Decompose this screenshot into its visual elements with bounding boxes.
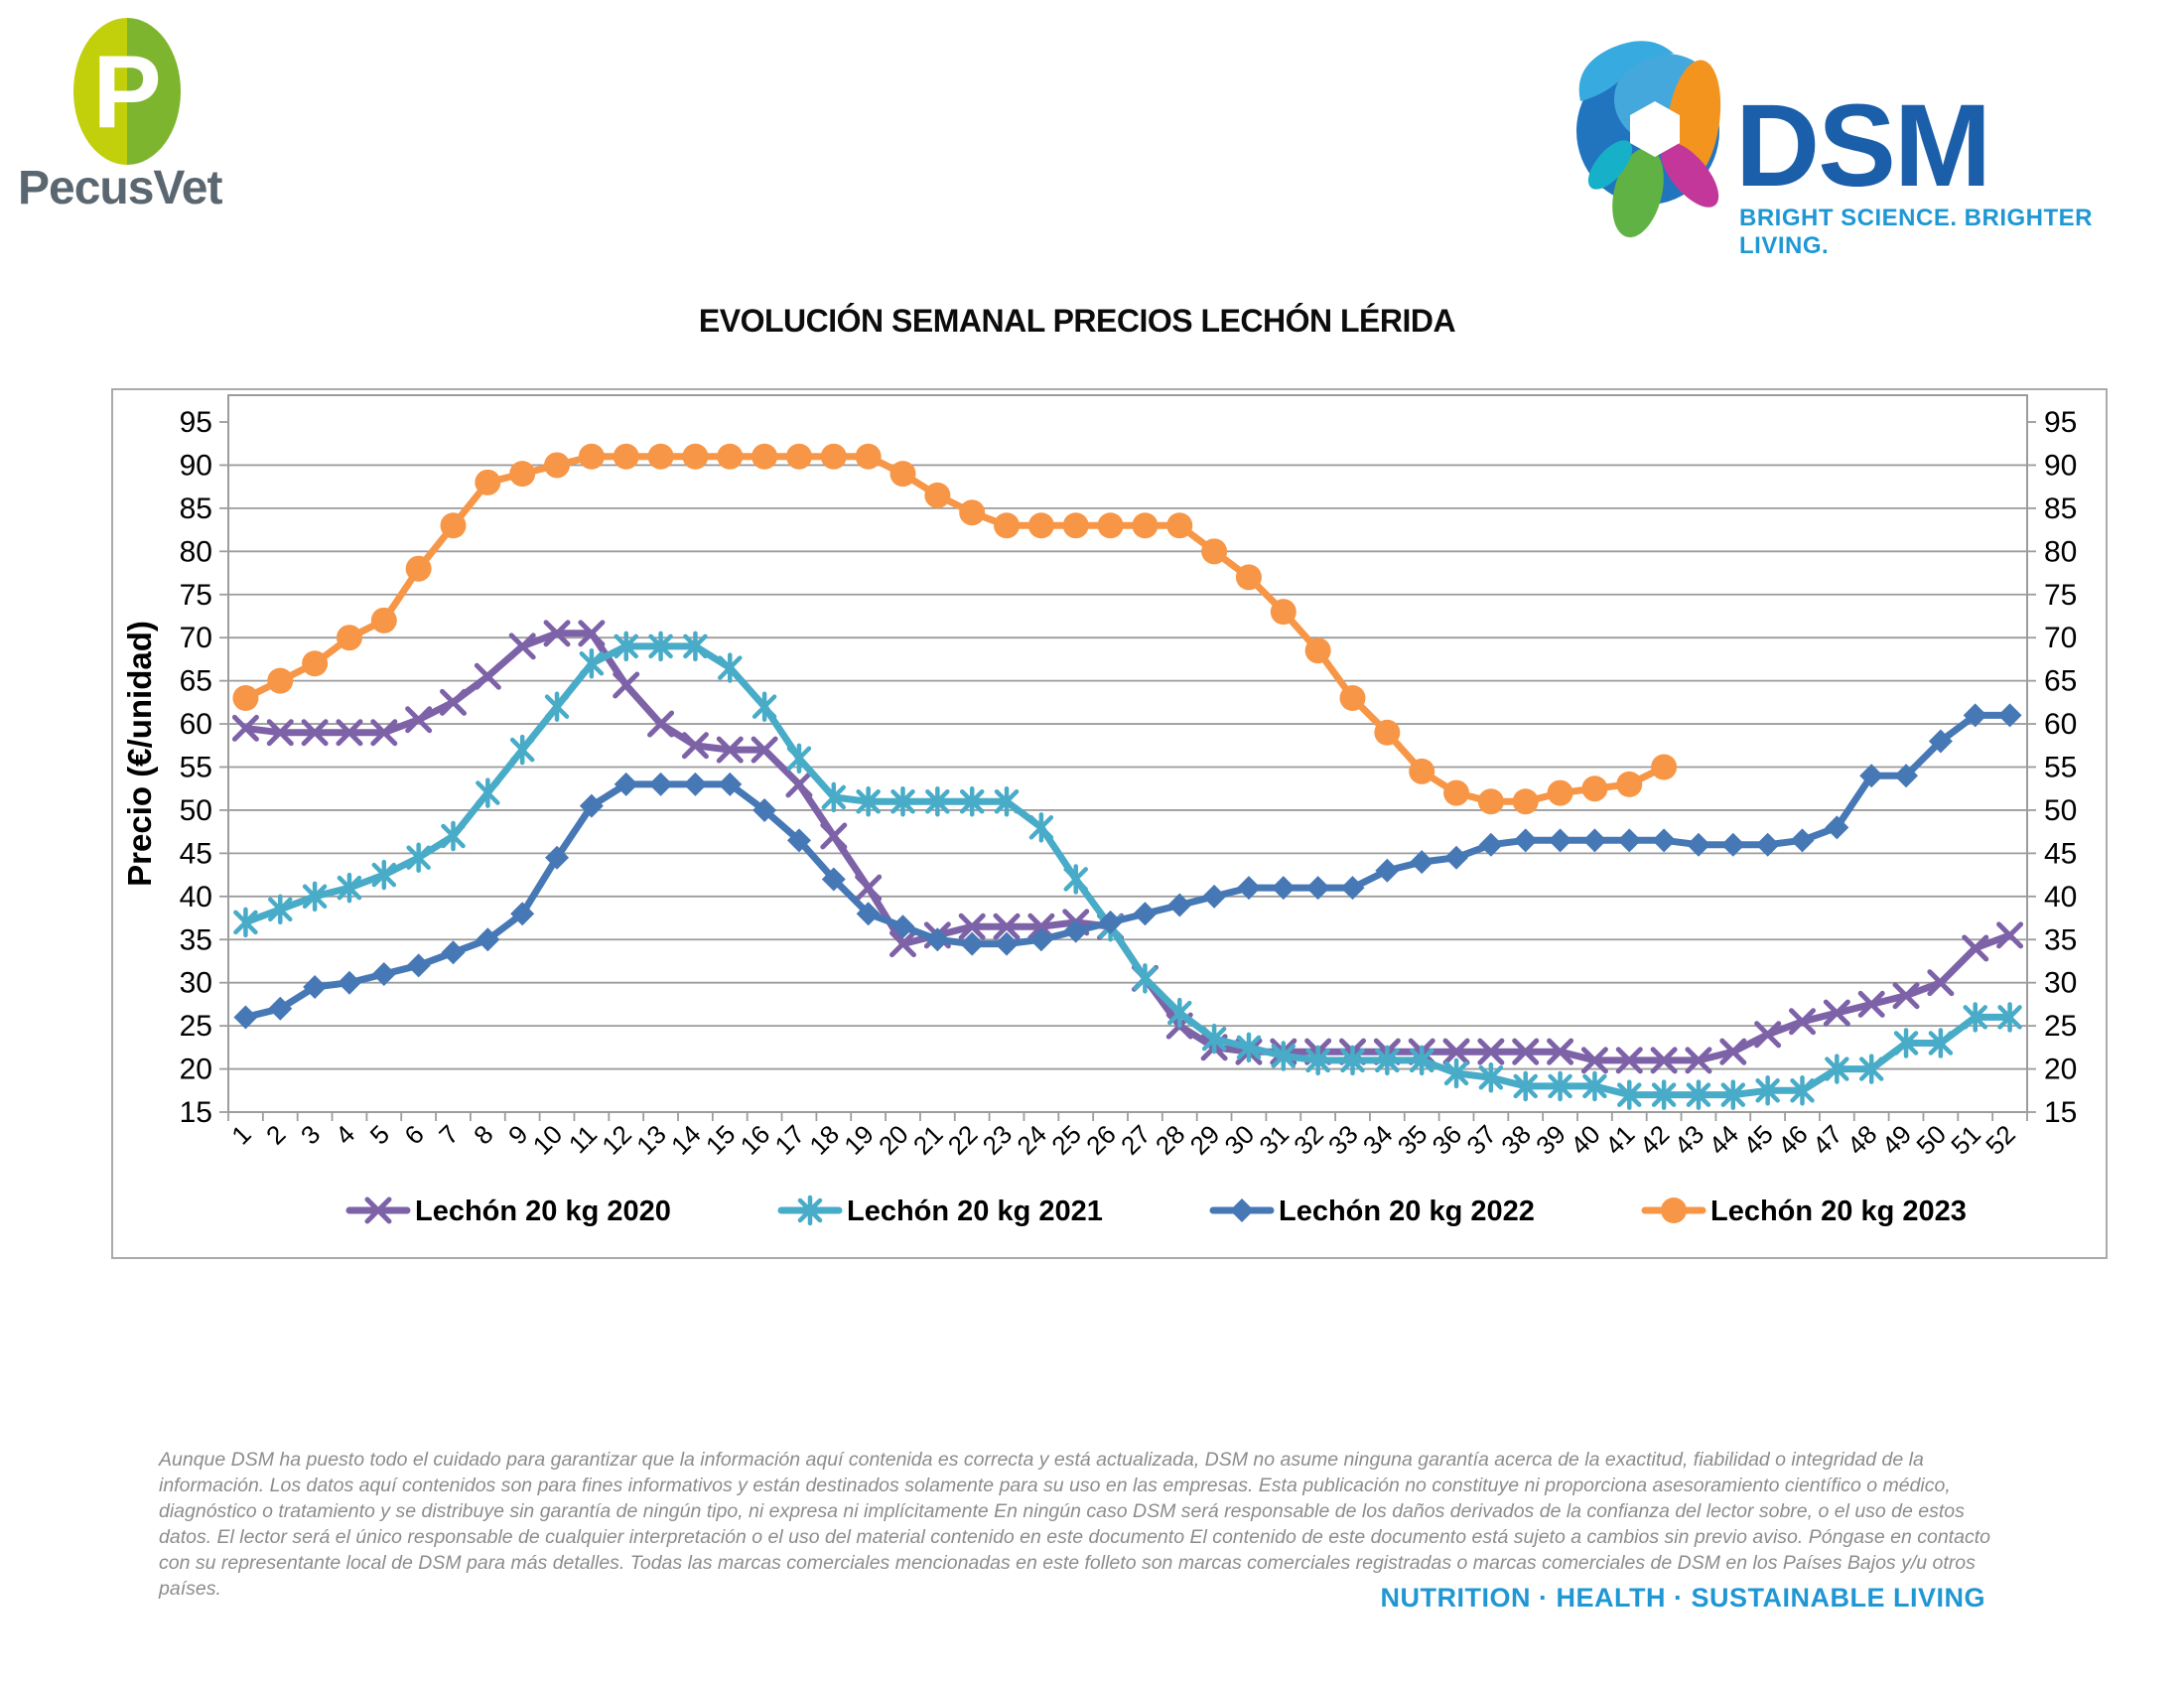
svg-text:70: 70 bbox=[180, 622, 212, 654]
svg-text:20: 20 bbox=[180, 1054, 212, 1086]
svg-text:35: 35 bbox=[180, 923, 212, 956]
pecusvet-wordmark: PecusVet bbox=[18, 162, 222, 214]
series-lech-n-20-kg-2022 bbox=[233, 703, 2022, 1030]
pecusvet-logo-icon: P bbox=[73, 18, 181, 165]
svg-text:55: 55 bbox=[2044, 752, 2077, 784]
svg-text:70: 70 bbox=[2044, 622, 2077, 654]
svg-text:40: 40 bbox=[180, 881, 212, 914]
svg-text:85: 85 bbox=[180, 492, 212, 525]
svg-text:Lechón 20 kg 2022: Lechón 20 kg 2022 bbox=[1279, 1196, 1535, 1227]
svg-text:75: 75 bbox=[2044, 579, 2077, 612]
svg-text:30: 30 bbox=[2044, 967, 2077, 1000]
svg-text:25: 25 bbox=[2044, 1010, 2077, 1043]
svg-text:35: 35 bbox=[2044, 923, 2077, 956]
svg-text:95: 95 bbox=[2044, 406, 2077, 439]
axis-ticks bbox=[219, 421, 2036, 1121]
footer-tagline: NUTRITION · HEALTH · SUSTAINABLE LIVING bbox=[1380, 1583, 1985, 1613]
svg-text:25: 25 bbox=[180, 1010, 212, 1043]
svg-text:40: 40 bbox=[2044, 881, 2077, 914]
dsm-logo-swirl-icon bbox=[1576, 41, 1721, 238]
page-title: EVOLUCIÓN SEMANAL PRECIOS LECHÓN LÉRIDA bbox=[698, 303, 1456, 339]
svg-text:65: 65 bbox=[2044, 665, 2077, 698]
svg-text:80: 80 bbox=[180, 535, 212, 568]
y-gridlines bbox=[228, 464, 2027, 1070]
svg-text:20: 20 bbox=[2044, 1054, 2077, 1086]
svg-text:60: 60 bbox=[180, 708, 212, 741]
legend-item-2023: Lechón 20 kg 2023 bbox=[1641, 1196, 1967, 1227]
y-axis-title: Precio (€/unidad) bbox=[121, 621, 158, 887]
svg-text:P: P bbox=[92, 35, 161, 150]
dsm-wordmark: DSM bbox=[1735, 80, 1991, 211]
legend-item-2020: Lechón 20 kg 2020 bbox=[345, 1196, 671, 1227]
svg-text:85: 85 bbox=[2044, 492, 2077, 525]
legend-item-2021: Lechón 20 kg 2021 bbox=[777, 1195, 1103, 1227]
svg-text:30: 30 bbox=[180, 967, 212, 1000]
svg-text:15: 15 bbox=[2044, 1096, 2077, 1129]
y-axis-labels-right: 15 20 25 30 35 40 45 50 55 60 65 70 75 80 85 90 95 bbox=[2044, 406, 2077, 1129]
svg-text:Lechón 20 kg 2021: Lechón 20 kg 2021 bbox=[847, 1196, 1103, 1227]
svg-text:60: 60 bbox=[2044, 708, 2077, 741]
svg-text:45: 45 bbox=[180, 837, 212, 870]
series-lech-n-20-kg-2023 bbox=[232, 443, 1678, 815]
svg-text:90: 90 bbox=[180, 449, 212, 482]
svg-text:75: 75 bbox=[180, 579, 212, 612]
footer-disclaimer: Aunque DSM ha puesto todo el cuidado par… bbox=[159, 1449, 1990, 1600]
series-lech-n-20-kg-2021 bbox=[233, 631, 2022, 1110]
svg-text:90: 90 bbox=[2044, 449, 2077, 482]
svg-text:65: 65 bbox=[180, 665, 212, 698]
svg-text:55: 55 bbox=[180, 752, 212, 784]
svg-text:Lechón 20 kg 2023: Lechón 20 kg 2023 bbox=[1710, 1196, 1967, 1227]
dsm-tagline: BRIGHT SCIENCE. BRIGHTER LIVING. bbox=[1739, 205, 2094, 259]
svg-text:Lechón 20 kg 2020: Lechón 20 kg 2020 bbox=[415, 1196, 671, 1227]
legend-item-2022: Lechón 20 kg 2022 bbox=[1209, 1196, 1535, 1227]
svg-text:45: 45 bbox=[2044, 837, 2077, 870]
y-axis-labels-left: 15 20 25 30 35 40 45 50 55 60 65 70 75 80 85 90 95 bbox=[180, 406, 212, 1129]
svg-text:50: 50 bbox=[180, 794, 212, 827]
svg-text:95: 95 bbox=[180, 406, 212, 439]
svg-text:50: 50 bbox=[2044, 794, 2077, 827]
svg-text:15: 15 bbox=[180, 1096, 212, 1129]
svg-text:80: 80 bbox=[2044, 535, 2077, 568]
